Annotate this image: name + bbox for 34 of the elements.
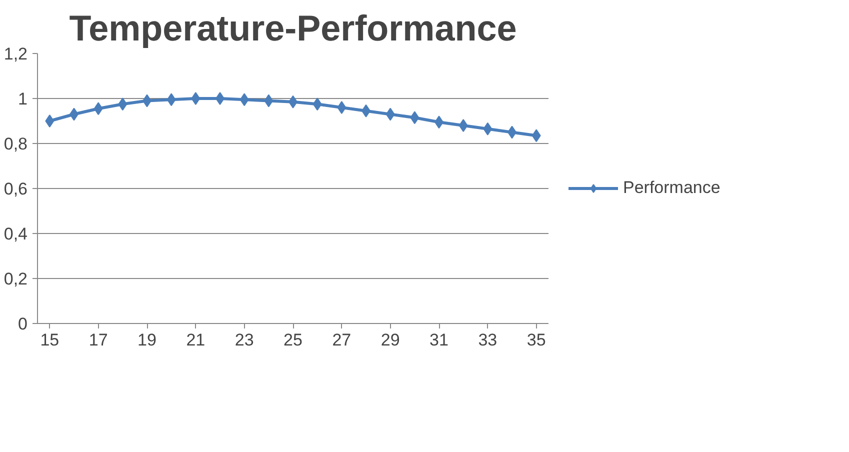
y-tick-label: 1,2 [4,44,28,64]
y-tick-label: 0,8 [4,134,28,154]
point [118,98,128,111]
point [410,111,420,124]
point [532,129,541,142]
y-tick-label: 0,2 [4,270,28,288]
point [45,114,54,128]
point [240,93,249,106]
chart-title: Temperature-Performance [69,8,517,48]
y-tick-label: 0,6 [4,180,28,198]
x-tick-label: 21 [186,330,206,350]
x-tick-label: 25 [284,330,302,350]
x-tick-label: 33 [478,330,498,350]
x-tick-label: 29 [380,330,400,350]
point [94,102,103,116]
point [386,108,395,121]
legend-label: Performance [623,178,722,198]
y-tick-label: 1 [18,90,28,108]
x-tick-label: 23 [234,330,254,350]
point [337,101,346,114]
point [312,98,322,111]
point [191,92,200,105]
x-tick-label: 19 [138,330,156,350]
x-tick-label: 31 [430,330,448,350]
y-tick-label: 0,4 [4,224,28,244]
x-tick-label: 35 [526,330,546,350]
x-tick-label: 15 [40,330,60,350]
x-tick-label: 27 [332,330,352,350]
point [483,122,492,136]
point [264,94,274,108]
point [166,93,176,106]
x-tick-label: 17 [88,330,108,350]
point [458,119,468,132]
y-tick-label: 0 [18,314,28,334]
